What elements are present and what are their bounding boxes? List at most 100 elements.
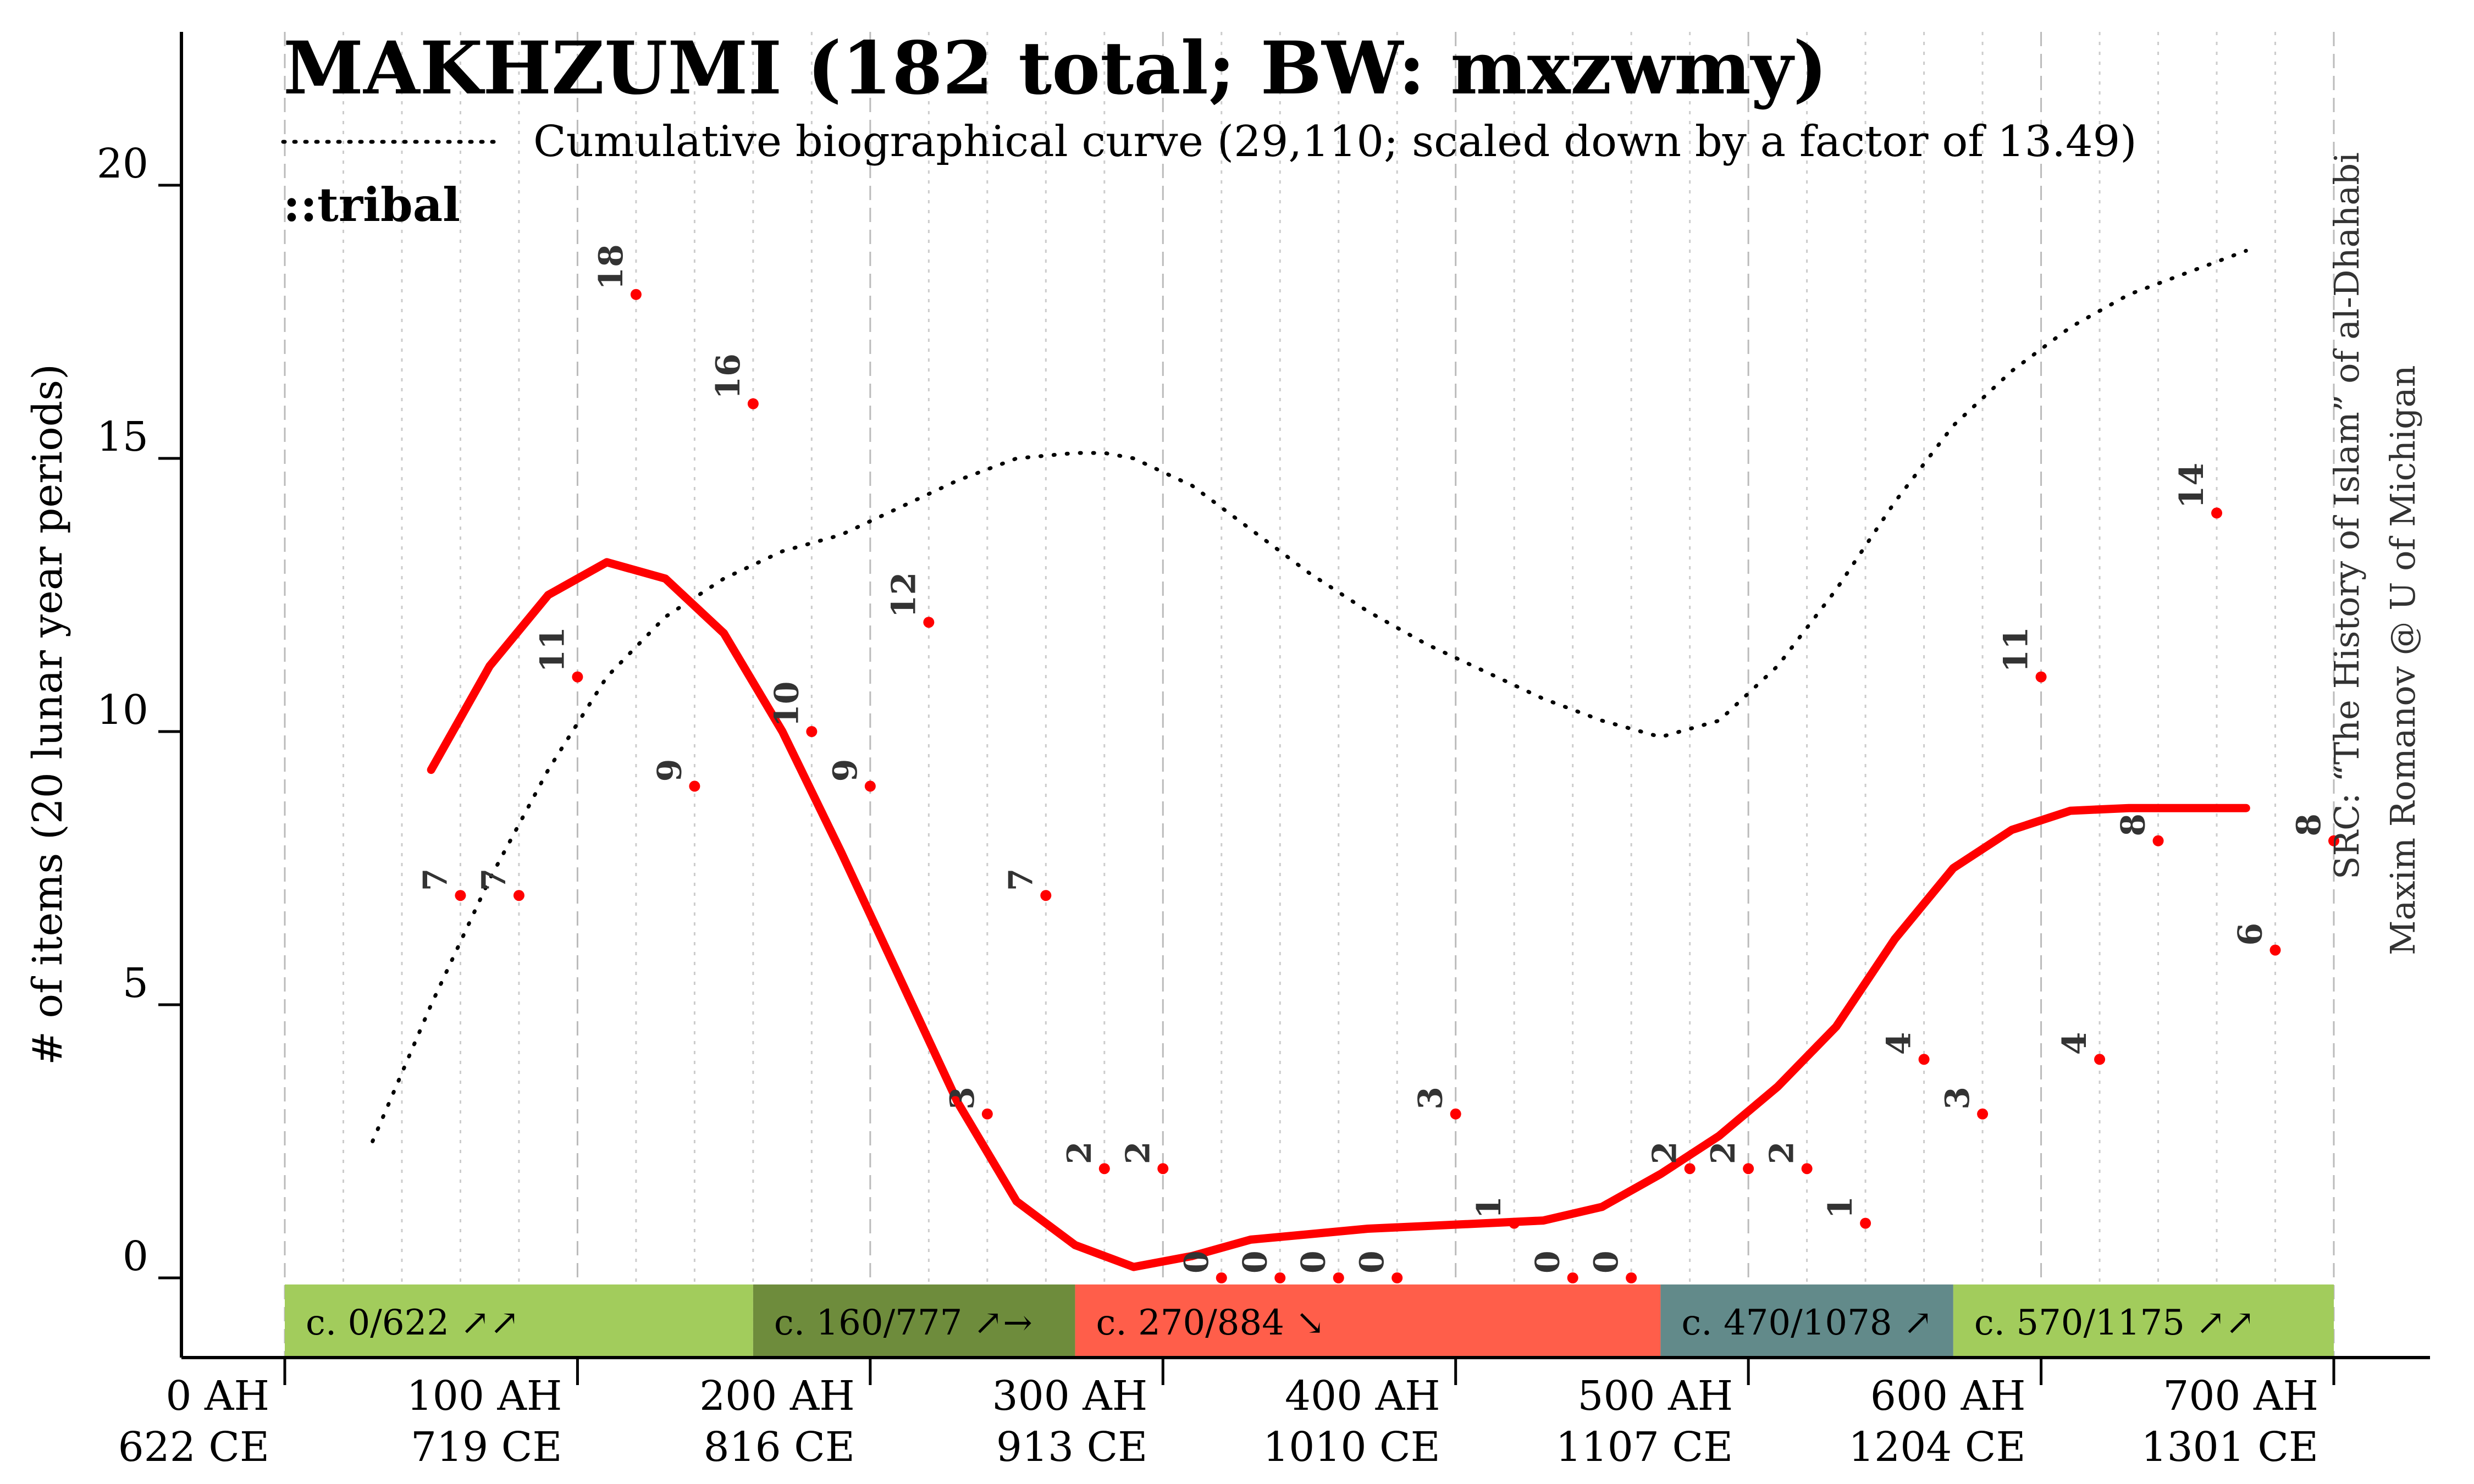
x-tick-label-ce: 622 CE <box>118 1424 269 1471</box>
x-tick-label-ce: 719 CE <box>411 1424 562 1471</box>
data-label: 3 <box>1939 1087 1977 1110</box>
data-label: 2 <box>1119 1141 1157 1164</box>
data-point <box>1274 1272 1286 1283</box>
data-label: 4 <box>1880 1032 1919 1055</box>
source-line-1: SRC: “The History of Islam” of al-Dhahab… <box>2327 152 2367 879</box>
data-point <box>1918 1054 1930 1065</box>
data-point <box>1684 1163 1696 1175</box>
data-point <box>2094 1054 2106 1065</box>
trend-line-layer <box>427 558 2250 1271</box>
data-label: 2 <box>1061 1141 1099 1164</box>
axes <box>180 32 2430 1359</box>
source-line-2: Maxim Romanov @ U of Michigan <box>2383 365 2423 955</box>
data-label: 12 <box>885 572 923 618</box>
data-point <box>1626 1272 1637 1283</box>
x-tick-label-ce: 1301 CE <box>2141 1424 2319 1471</box>
data-label: 1 <box>1470 1196 1509 1219</box>
data-point <box>630 289 642 300</box>
data-point <box>1450 1108 1461 1120</box>
data-label: 0 <box>1178 1250 1216 1273</box>
data-label: 0 <box>1587 1250 1626 1273</box>
data-label: 9 <box>650 759 689 782</box>
y-tick-label: 0 <box>123 1233 148 1280</box>
data-point <box>1391 1272 1403 1283</box>
data-label: 3 <box>1412 1087 1450 1110</box>
period-segment-1 <box>753 1284 1075 1359</box>
data-label: 7 <box>417 868 455 891</box>
data-point <box>1801 1163 1813 1175</box>
x-tick-label-ce: 1107 CE <box>1556 1424 1733 1471</box>
y-tick-label: 20 <box>97 140 148 187</box>
grid <box>284 32 2335 1358</box>
period-label-2: c. 270/884 ↘ <box>1096 1303 1325 1343</box>
data-point <box>572 671 583 683</box>
x-tick-label-ah: 100 AH <box>407 1372 562 1420</box>
data-point <box>1860 1217 1871 1229</box>
cumulative-curve <box>371 248 2248 1143</box>
data-point <box>455 890 466 901</box>
data-point <box>806 726 818 737</box>
data-point <box>1333 1272 1344 1283</box>
period-segment-4 <box>1953 1284 2334 1359</box>
data-point <box>1157 1163 1169 1175</box>
period-label-3: c. 470/1078 ↗ <box>1681 1303 1932 1343</box>
cumulative-curve-layer <box>371 248 2248 1143</box>
x-tick-label-ce: 913 CE <box>996 1424 1147 1471</box>
data-point <box>1509 1217 1520 1229</box>
data-label: 8 <box>2290 813 2328 837</box>
data-label: 18 <box>592 244 631 290</box>
data-point <box>1567 1272 1578 1283</box>
x-tick-label-ah: 0 AH <box>165 1372 269 1420</box>
y-axis-label: # of items (20 lunar year periods) <box>24 364 71 1065</box>
x-tick-label-ce: 1010 CE <box>1263 1424 1440 1471</box>
data-point <box>2328 835 2339 846</box>
x-tick-label-ah: 500 AH <box>1577 1372 1733 1420</box>
data-label: 0 <box>1529 1250 1567 1273</box>
x-tick-label-ah: 200 AH <box>699 1372 855 1420</box>
y-ticks: 0 5 10 15 20 <box>97 140 181 1280</box>
data-label: 14 <box>2173 463 2211 509</box>
period-label-0: c. 0/622 ↗↗ <box>306 1303 520 1343</box>
x-tick-label-ce: 1204 CE <box>1848 1424 2026 1471</box>
data-point <box>513 890 524 901</box>
chart-title: MAKHZUMI (182 total; BW: mxzwmy) <box>283 26 1827 111</box>
data-point <box>689 780 700 792</box>
x-tick-label-ah: 300 AH <box>992 1372 1148 1420</box>
period-segment-0 <box>285 1284 753 1359</box>
y-tick-label: 5 <box>123 960 148 1007</box>
data-label: 11 <box>533 627 572 673</box>
data-label: 9 <box>826 759 865 782</box>
data-point <box>1743 1163 1754 1175</box>
data-point <box>747 398 759 409</box>
period-label-4: c. 570/1175 ↗↗ <box>1974 1303 2255 1343</box>
data-point <box>2035 671 2047 683</box>
x-tick-label-ce: 816 CE <box>703 1424 854 1471</box>
x-tick-label-ah: 700 AH <box>2163 1372 2318 1420</box>
data-label: 7 <box>475 868 513 891</box>
data-label: 3 <box>943 1087 982 1110</box>
data-label: 7 <box>1002 868 1040 891</box>
x-tick-label-ah: 600 AH <box>1870 1372 2026 1420</box>
data-point <box>1977 1108 1989 1120</box>
chart-subtitle: Cumulative biographical curve (29,110; s… <box>533 117 2137 167</box>
period-bar: c. 0/622 ↗↗ c. 160/777 ↗→ c. 270/884 ↘ c. 4… <box>285 1284 2334 1359</box>
data-point <box>864 780 876 792</box>
data-point <box>2211 507 2223 519</box>
data-point <box>1040 890 1052 901</box>
data-label: 1 <box>1821 1196 1860 1219</box>
data-label: 0 <box>1353 1250 1391 1273</box>
y-tick-label: 15 <box>97 413 148 461</box>
data-label: 0 <box>1295 1250 1333 1273</box>
x-tick-label-ah: 400 AH <box>1285 1372 1440 1420</box>
period-segment-3 <box>1660 1284 1953 1359</box>
data-label: 6 <box>2232 923 2270 946</box>
data-label: 0 <box>1236 1250 1274 1273</box>
data-point <box>2269 944 2281 956</box>
data-point <box>1098 1163 1110 1175</box>
data-label: 2 <box>1646 1141 1685 1164</box>
data-label: 2 <box>1704 1141 1743 1164</box>
